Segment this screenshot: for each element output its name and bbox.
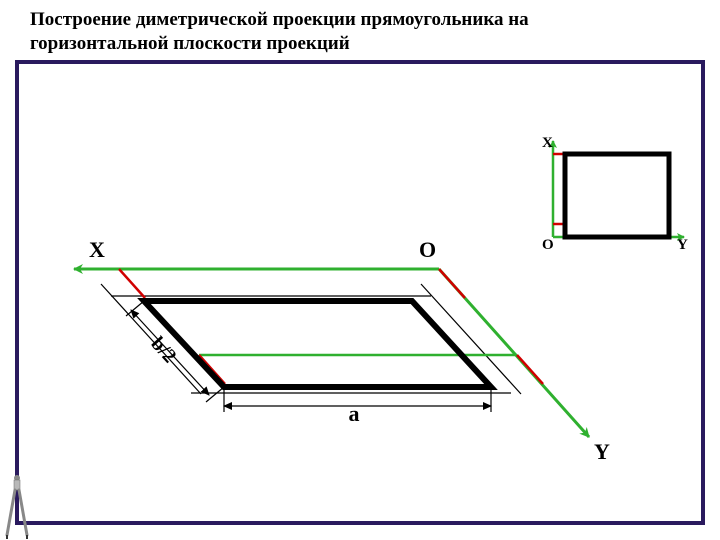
main-O-label: О [419,237,436,262]
main-parallelogram [144,301,491,387]
inset-red-segments [553,154,669,237]
inset-square [565,154,669,237]
inset-Y-label: Y [677,237,688,253]
compass-icon [2,470,32,540]
main-Y-label: Y [594,439,610,464]
title-line-2: горизонтальной плоскости проекций [30,33,350,54]
main-X-label: X [89,237,105,262]
title-line-1: Построение диметрической проекции прямоу… [30,9,529,30]
diagram-frame: a b/2 О X Y О X Y [15,60,705,525]
diagram-svg: a b/2 О X Y О X Y [19,64,701,521]
page-title: Построение диметрической проекции прямоу… [30,8,690,56]
inset-O-label: О [542,237,554,253]
inset-X-label: X [542,135,553,151]
dimension-a-label: a [349,401,360,426]
